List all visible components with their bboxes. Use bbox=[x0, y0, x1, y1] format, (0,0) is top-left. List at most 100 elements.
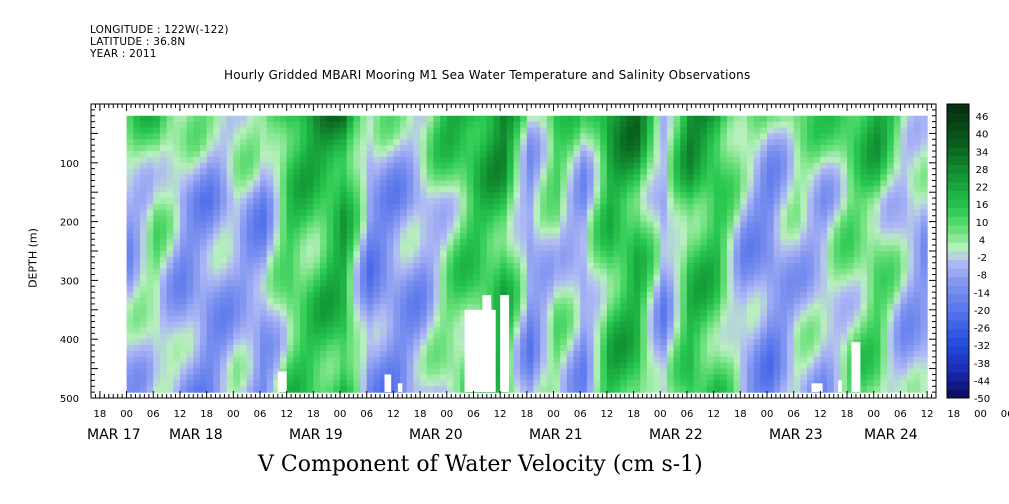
heatmap-cell bbox=[720, 198, 728, 205]
heatmap-cell bbox=[593, 198, 601, 205]
heatmap-cell bbox=[193, 350, 201, 358]
heatmap-cell bbox=[260, 168, 268, 176]
heatmap-cell bbox=[546, 339, 555, 346]
heatmap-cell bbox=[673, 386, 681, 393]
heatmap-cell bbox=[266, 198, 274, 205]
heatmap-cell bbox=[586, 198, 595, 205]
heatmap-cell bbox=[366, 345, 375, 352]
heatmap-cell bbox=[126, 286, 134, 293]
heatmap-cell bbox=[306, 256, 314, 264]
heatmap-cell bbox=[686, 221, 695, 229]
heatmap-cell bbox=[767, 121, 775, 129]
heatmap-cell bbox=[386, 139, 395, 146]
heatmap-cell bbox=[720, 174, 728, 182]
heatmap-cell bbox=[827, 274, 835, 281]
heatmap-cell bbox=[366, 286, 375, 293]
heatmap-cell bbox=[500, 198, 508, 205]
heatmap-cell bbox=[280, 174, 288, 182]
heatmap-cell bbox=[360, 156, 368, 164]
heatmap-cell bbox=[560, 151, 568, 158]
heatmap-cell bbox=[199, 268, 208, 276]
heatmap-cell bbox=[613, 251, 621, 258]
heatmap-cell bbox=[353, 386, 361, 393]
heatmap-cell bbox=[660, 374, 668, 381]
heatmap-cell bbox=[286, 156, 294, 164]
heatmap-cell bbox=[426, 198, 435, 205]
heatmap-cell bbox=[266, 333, 274, 340]
heatmap-cell bbox=[253, 133, 261, 140]
heatmap-cell bbox=[633, 115, 641, 123]
heatmap-cell bbox=[173, 133, 181, 140]
heatmap-cell bbox=[726, 151, 735, 158]
heatmap-cell bbox=[233, 121, 241, 129]
heatmap-cell bbox=[453, 227, 461, 234]
heatmap-cell bbox=[606, 168, 615, 176]
heatmap-cell bbox=[586, 345, 595, 352]
heatmap-cell bbox=[566, 198, 575, 205]
heatmap-cell bbox=[213, 362, 221, 370]
heatmap-cell bbox=[646, 215, 655, 223]
heatmap-cell bbox=[453, 215, 461, 223]
heatmap-cell bbox=[320, 156, 328, 164]
heatmap-cell bbox=[380, 286, 388, 293]
heatmap-cell bbox=[280, 151, 288, 158]
heatmap-cell bbox=[640, 145, 648, 152]
heatmap-cell bbox=[373, 274, 381, 281]
heatmap-cell bbox=[133, 350, 141, 358]
heatmap-cell bbox=[413, 315, 421, 323]
heatmap-cell bbox=[246, 327, 254, 334]
heatmap-cell bbox=[493, 215, 501, 223]
heatmap-cell bbox=[360, 262, 368, 270]
heatmap-cell bbox=[600, 186, 608, 193]
heatmap-cell bbox=[513, 356, 521, 364]
heatmap-cell bbox=[226, 321, 234, 329]
heatmap-cell bbox=[406, 221, 415, 229]
heatmap-cell bbox=[546, 245, 555, 252]
heatmap-cell bbox=[480, 274, 488, 281]
heatmap-cell bbox=[660, 292, 668, 299]
heatmap-cell bbox=[633, 298, 641, 305]
heatmap-cell bbox=[613, 139, 621, 146]
heatmap-cell bbox=[413, 127, 421, 134]
heatmap-cell bbox=[340, 139, 348, 146]
heatmap-cell bbox=[253, 198, 261, 205]
heatmap-cell bbox=[773, 356, 781, 364]
heatmap-cell bbox=[693, 374, 701, 381]
heatmap-cell bbox=[546, 262, 555, 270]
heatmap-cell bbox=[593, 221, 601, 229]
heatmap-cell bbox=[166, 162, 174, 170]
heatmap-cell bbox=[640, 151, 648, 158]
heatmap-cell bbox=[239, 139, 248, 146]
heatmap-cell bbox=[133, 156, 141, 164]
heatmap-cell bbox=[720, 151, 728, 158]
heatmap-cell bbox=[693, 127, 701, 134]
heatmap-cell bbox=[186, 145, 194, 152]
heatmap-cell bbox=[513, 139, 521, 146]
heatmap-cell bbox=[159, 151, 168, 158]
heatmap-cell bbox=[586, 380, 595, 387]
heatmap-cell bbox=[406, 227, 415, 234]
heatmap-cell bbox=[146, 268, 154, 276]
heatmap-cell bbox=[226, 180, 234, 187]
heatmap-cell bbox=[166, 356, 174, 364]
heatmap-cell bbox=[300, 368, 308, 376]
heatmap-cell bbox=[173, 274, 181, 281]
heatmap-cell bbox=[827, 198, 835, 205]
heatmap-cell bbox=[800, 368, 808, 376]
heatmap-cell bbox=[660, 133, 668, 140]
heatmap-cell bbox=[206, 127, 214, 134]
heatmap-cell bbox=[820, 268, 828, 276]
heatmap-cell bbox=[513, 121, 521, 129]
heatmap-cell bbox=[693, 315, 701, 323]
heatmap-cell bbox=[306, 350, 314, 358]
heatmap-cell bbox=[406, 274, 415, 281]
heatmap-cell bbox=[273, 121, 281, 129]
heatmap-cell bbox=[153, 168, 161, 176]
heatmap-cell bbox=[186, 374, 194, 381]
heatmap-cell bbox=[553, 362, 561, 370]
heatmap-cell bbox=[166, 186, 174, 193]
heatmap-cell bbox=[426, 286, 435, 293]
heatmap-cell bbox=[686, 168, 695, 176]
heatmap-cell bbox=[740, 198, 748, 205]
heatmap-cell bbox=[366, 209, 375, 217]
